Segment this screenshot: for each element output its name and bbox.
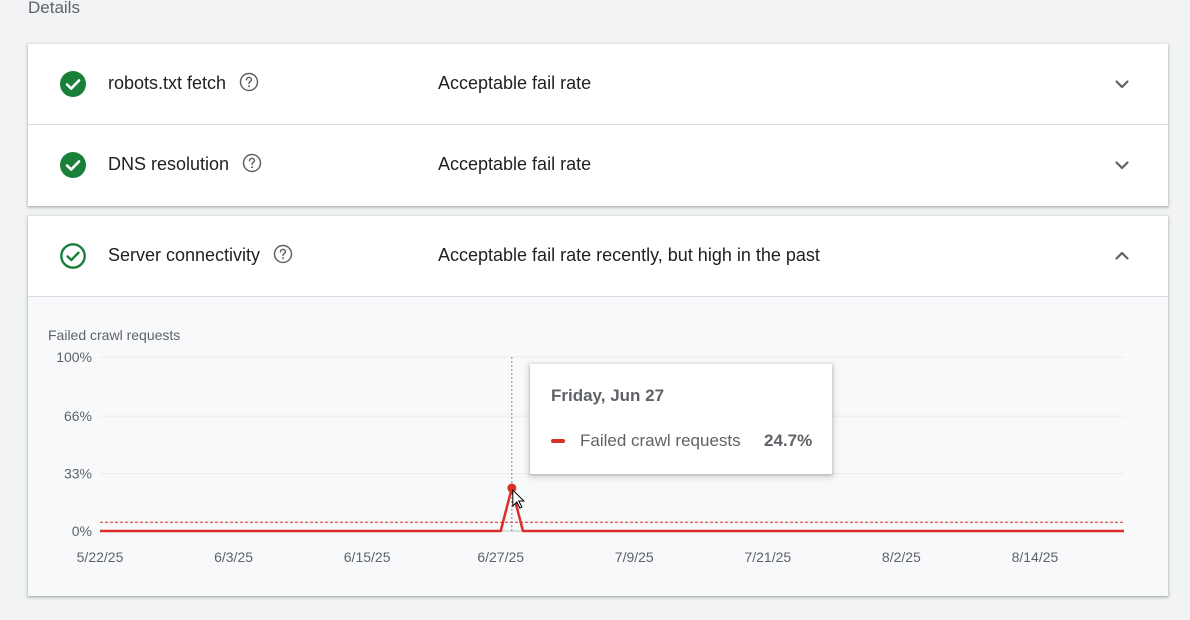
x-tick-label: 7/21/25	[744, 549, 791, 565]
x-tick-label: 5/22/25	[77, 549, 124, 565]
row-status: Acceptable fail rate	[438, 154, 592, 174]
chart-title: Failed crawl requests	[48, 327, 181, 343]
chevron-down-icon[interactable]	[1110, 153, 1134, 177]
tooltip-value: 24.7%	[764, 431, 813, 450]
series-line-failed-crawl-requests	[100, 486, 1124, 533]
check-circle-filled-icon	[60, 152, 86, 178]
row-dns-resolution[interactable]: DNS resolution Acceptable fail rate	[28, 124, 1168, 205]
help-icon[interactable]	[239, 72, 259, 92]
row-status: Acceptable fail rate	[438, 73, 592, 93]
row-robots-txt-fetch[interactable]: robots.txt fetch Acceptable fail rate	[28, 44, 1168, 124]
mouse-cursor-icon	[512, 488, 526, 509]
check-circle-outline-icon	[60, 243, 86, 269]
highlight-point	[507, 483, 517, 493]
crawl-status-card: robots.txt fetch Acceptable fail rate DN…	[28, 44, 1168, 206]
x-tick-label: 6/15/25	[344, 549, 391, 565]
x-tick-label: 8/2/25	[882, 549, 921, 565]
chart-plot[interactable]: 100% 66% 33% 0% 5/22/25 6/3/25 6/15/25 6/27/25 7…	[28, 297, 1168, 596]
check-circle-filled-icon	[60, 71, 86, 97]
chart-tooltip: Friday, Jun 27 Failed crawl requests 24.…	[530, 364, 832, 474]
row-name: robots.txt fetch	[108, 73, 259, 94]
tooltip-series-swatch	[551, 439, 565, 443]
y-tick-label: 0%	[72, 523, 92, 539]
help-icon[interactable]	[242, 153, 262, 173]
x-tick-label: 8/14/25	[1012, 549, 1059, 565]
x-tick-label: 6/3/25	[214, 549, 253, 565]
help-icon[interactable]	[273, 244, 293, 264]
y-tick-label: 33%	[64, 466, 92, 482]
row-name: DNS resolution	[108, 154, 262, 175]
row-status: Acceptable fail rate recently, but high …	[438, 245, 820, 265]
row-server-connectivity[interactable]: Server connectivity Acceptable fail rate…	[28, 216, 1168, 297]
x-tick-label: 7/9/25	[615, 549, 654, 565]
details-section-label: Details	[28, 0, 80, 17]
y-tick-label: 66%	[64, 408, 92, 424]
chevron-up-icon[interactable]	[1110, 244, 1134, 268]
x-tick-label: 6/27/25	[477, 549, 524, 565]
server-connectivity-card: Server connectivity Acceptable fail rate…	[28, 216, 1168, 596]
tooltip-series-label: Failed crawl requests	[580, 431, 741, 450]
row-name: Server connectivity	[108, 245, 293, 266]
y-tick-label: 100%	[56, 349, 92, 365]
tooltip-date: Friday, Jun 27	[551, 386, 665, 405]
chevron-down-icon[interactable]	[1110, 72, 1134, 96]
failed-crawl-requests-chart: Failed crawl requests 100% 66% 33% 0% 5/22/2…	[28, 297, 1168, 596]
